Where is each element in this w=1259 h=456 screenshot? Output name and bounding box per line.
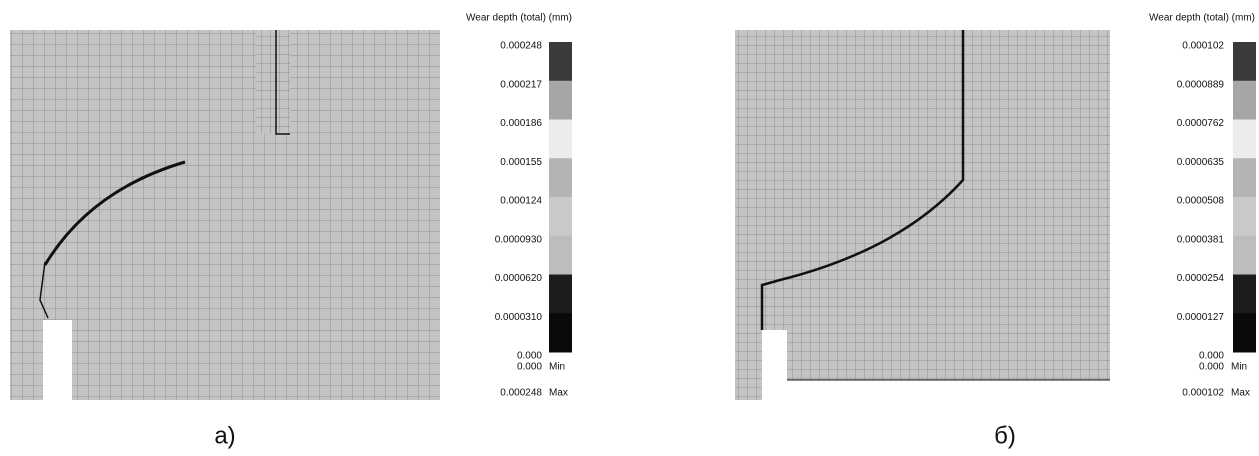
legend-tick: 0.0000889 [1177, 79, 1225, 90]
legend-band [1233, 236, 1256, 275]
legend-tick: 0.000248 [500, 41, 542, 52]
min-value: 0.000 [1199, 362, 1224, 373]
max-value: 0.000248 [500, 388, 542, 399]
legend-band [1233, 197, 1256, 236]
legend-band [549, 275, 572, 314]
legend-band [549, 197, 572, 236]
legend-tick: 0.0000930 [495, 234, 543, 245]
legend-band [549, 42, 572, 81]
legend-tick: 0.0000127 [1177, 312, 1225, 323]
min-label: Min [1231, 362, 1247, 373]
legend-tick: 0.000186 [500, 118, 542, 129]
max-value: 0.000102 [1182, 388, 1224, 399]
legend-band [1233, 313, 1256, 352]
legend-tick: 0.000102 [1182, 41, 1224, 52]
mesh-a [10, 30, 440, 402]
legend-tick: 0.0000620 [495, 273, 543, 284]
caption: a) [214, 422, 235, 449]
legend-tick: 0.0000310 [495, 312, 543, 323]
figure: Wear depth (total) (mm) 0.000248 0.000217 0… [0, 0, 1259, 456]
mesh-b [735, 30, 1112, 402]
legend-band [1233, 158, 1256, 197]
caption: б) [994, 422, 1016, 449]
legend-band [549, 158, 572, 197]
min-value: 0.000 [517, 362, 542, 373]
legend-tick: 0.000217 [500, 79, 542, 90]
max-label: Max [549, 388, 568, 399]
legend-band [1233, 275, 1256, 314]
min-label: Min [549, 362, 565, 373]
legend-tick: 0.0000635 [1177, 157, 1225, 168]
legend-tick: 0.0000508 [1177, 196, 1225, 207]
legend-tick: 0.000 [1199, 351, 1224, 362]
legend-title: Wear depth (total) (mm) [466, 13, 572, 24]
max-label: Max [1231, 388, 1250, 399]
legend-tick: 0.0000381 [1177, 234, 1225, 245]
legend-tick: 0.000 [517, 351, 542, 362]
legend-tick: 0.000155 [500, 157, 542, 168]
legend-band [549, 313, 572, 352]
legend-band [549, 236, 572, 275]
legend-tick: 0.000124 [500, 196, 542, 207]
legend-band [1233, 120, 1256, 159]
legend-band [549, 81, 572, 120]
legend-band [1233, 42, 1256, 81]
legend-band [1233, 81, 1256, 120]
legend-tick: 0.0000762 [1177, 118, 1225, 129]
legend-band [549, 120, 572, 159]
legend-tick: 0.0000254 [1177, 273, 1225, 284]
legend-title: Wear depth (total) (mm) [1149, 13, 1255, 24]
